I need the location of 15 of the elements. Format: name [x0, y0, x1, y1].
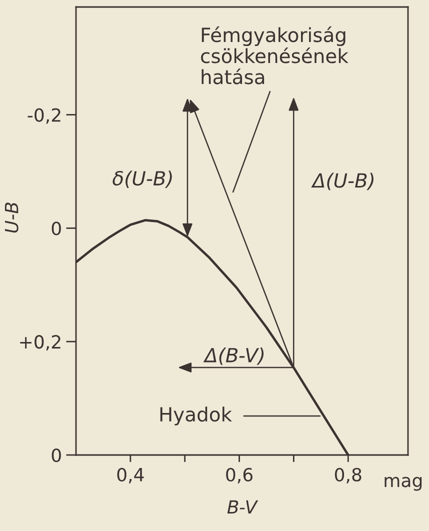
y-tick-label: 0	[52, 448, 61, 462]
text: mag	[384, 476, 422, 491]
annotation: Δ(B-V)	[203, 348, 264, 365]
annotation: Hyadok	[160, 406, 232, 426]
y-tick-label: -0,2	[28, 108, 60, 124]
x-tick-label: 0,4	[117, 468, 144, 484]
y-tick-label: 0	[52, 222, 61, 236]
y-tick-label: +0,2	[20, 335, 60, 351]
x-tick-label: 0,6	[226, 468, 252, 484]
x-axis-title: B-V	[227, 500, 258, 514]
annotation: δ(U-B)	[112, 170, 172, 188]
annotation: Δ(U-B)	[311, 172, 374, 190]
y-axis-title: U-B	[4, 202, 18, 233]
x-tick-label: 0,8	[334, 468, 362, 484]
annotation: Fémgyakoriság csökkenésének hatása	[201, 26, 348, 84]
